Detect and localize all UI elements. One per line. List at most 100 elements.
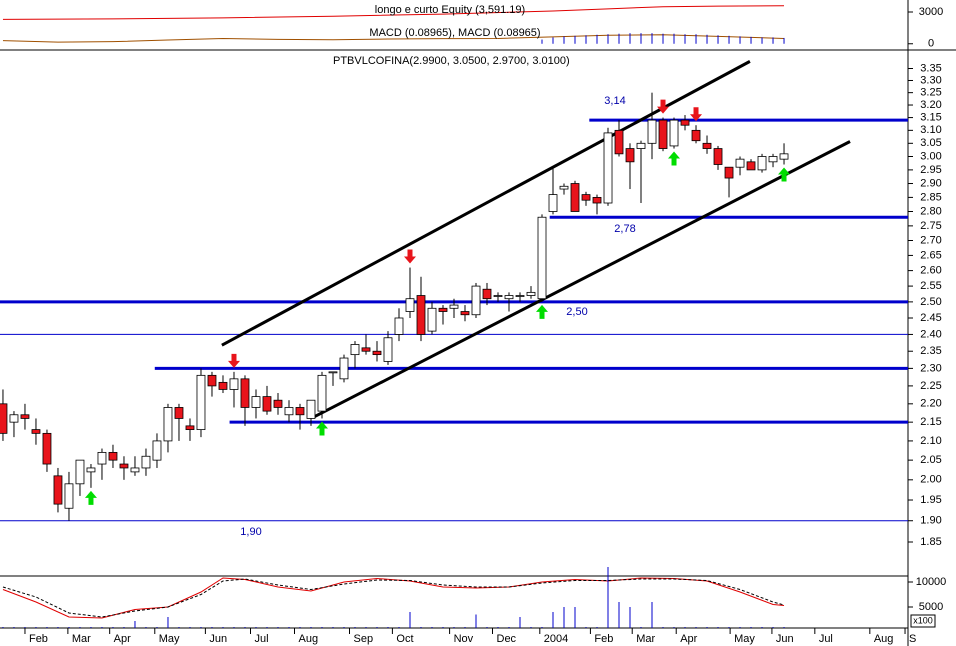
x-tick-label: 2004: [544, 633, 568, 645]
candle-body: [75, 459, 85, 485]
candle-body: [625, 148, 635, 163]
candle-body: [108, 451, 118, 461]
candle-body: [240, 378, 250, 408]
y-tick-label: 3.25: [920, 87, 941, 99]
candle-body: [647, 119, 657, 144]
series-line: [2, 577, 785, 619]
y-tick-label: 2.60: [920, 265, 941, 277]
y-tick-label: 1.85: [920, 536, 941, 548]
candle-body: [207, 374, 217, 387]
y-tick-label: 2.90: [920, 177, 941, 189]
candle-body: [636, 142, 646, 149]
x-tick-label: Feb: [29, 633, 48, 645]
candle-body: [493, 295, 503, 297]
sell-arrow: [690, 107, 703, 122]
candle-body: [658, 119, 668, 149]
x-tick-label: Feb: [594, 633, 613, 645]
candle-body: [20, 414, 30, 419]
x-tick-label: S: [909, 633, 916, 645]
candle-body: [383, 337, 393, 362]
sell-arrow: [657, 99, 670, 114]
y-tick-label: 2.50: [920, 296, 941, 308]
legend-entry: longo e curto Equity (3,591.19): [375, 4, 525, 16]
candle-body: [317, 374, 327, 412]
y-tick-label: 2.00: [920, 474, 941, 486]
candle-body: [724, 166, 734, 179]
candle-body: [130, 467, 140, 473]
candle-body: [86, 467, 96, 473]
y-tick-label: 3.10: [920, 124, 941, 136]
buy-arrow: [536, 304, 549, 319]
candle-body: [427, 307, 437, 332]
candle-body: [449, 304, 459, 309]
y-tick-label: 2.15: [920, 416, 941, 428]
chart-title: PTBVLCOFINA(2.9900, 3.0500, 2.9700, 3.01…: [333, 55, 570, 67]
y-tick-label: 2.85: [920, 191, 941, 203]
candle-body: [372, 350, 382, 356]
y-tick-label: 3.00: [920, 150, 941, 162]
sell-arrow: [403, 249, 416, 264]
series-line: [2, 5, 785, 20]
candle-body: [691, 129, 701, 142]
annotation: 3,14: [604, 95, 625, 107]
x-tick-label: May: [159, 633, 180, 645]
candle-body: [9, 414, 19, 423]
x-tick-label: Aug: [874, 633, 894, 645]
candle-body: [31, 429, 41, 434]
candle-body: [504, 295, 514, 300]
y-tick-label: 3.05: [920, 137, 941, 149]
candle-body: [735, 158, 745, 168]
candle-body: [273, 399, 283, 408]
x-tick-label: Mar: [72, 633, 91, 645]
x-tick-label: Apr: [680, 633, 697, 645]
y-tick-label: 0: [928, 38, 934, 50]
candle-body: [779, 153, 789, 160]
legend-entry: MACD (0.08965), MACD (0.08965): [369, 27, 540, 39]
x-tick-label: May: [734, 633, 755, 645]
candle-body: [526, 291, 536, 296]
candle-body: [218, 381, 228, 390]
candle-body: [64, 483, 74, 509]
series-line: [2, 34, 785, 43]
buy-arrow: [778, 167, 791, 182]
candle-body: [405, 298, 415, 312]
candle-body: [482, 288, 492, 300]
y-tick-label: 2.20: [920, 398, 941, 410]
candle-body: [339, 357, 349, 380]
x-tick-label: Apr: [114, 633, 131, 645]
y-tick-label: 3.20: [920, 99, 941, 111]
candle-body: [713, 148, 723, 165]
x-tick-label: Jun: [209, 633, 227, 645]
buy-arrow: [668, 151, 681, 166]
x-tick-label: Nov: [454, 633, 474, 645]
annotation: 2,50: [566, 306, 587, 318]
y-tick-label: 2.75: [920, 220, 941, 232]
candle-body: [548, 194, 558, 212]
candle-body: [702, 142, 712, 149]
y-tick-label: 2.80: [920, 205, 941, 217]
candle-body: [603, 132, 613, 204]
buy-arrow: [315, 421, 328, 436]
y-tick-label: 2.25: [920, 380, 941, 392]
candle-body: [669, 119, 679, 147]
y-tick-label: 2.95: [920, 164, 941, 176]
candle-body: [537, 216, 547, 300]
annotation: 1,90: [240, 526, 261, 538]
candle-body: [97, 451, 107, 465]
y-tick-label: 10000: [916, 576, 947, 588]
candle-body: [174, 407, 184, 419]
x-tick-label: Oct: [396, 633, 413, 645]
y-tick-label: 3.15: [920, 111, 941, 123]
candle-body: [680, 119, 690, 126]
y-tick-label: 2.35: [920, 345, 941, 357]
candle-body: [614, 129, 624, 155]
candle-body: [581, 194, 591, 201]
candle-body: [295, 407, 305, 416]
y-tick-label: 2.30: [920, 362, 941, 374]
candle-body: [251, 396, 261, 408]
candle-body: [559, 185, 569, 190]
candle-body: [460, 311, 470, 316]
x-tick-label: Sep: [353, 633, 373, 645]
